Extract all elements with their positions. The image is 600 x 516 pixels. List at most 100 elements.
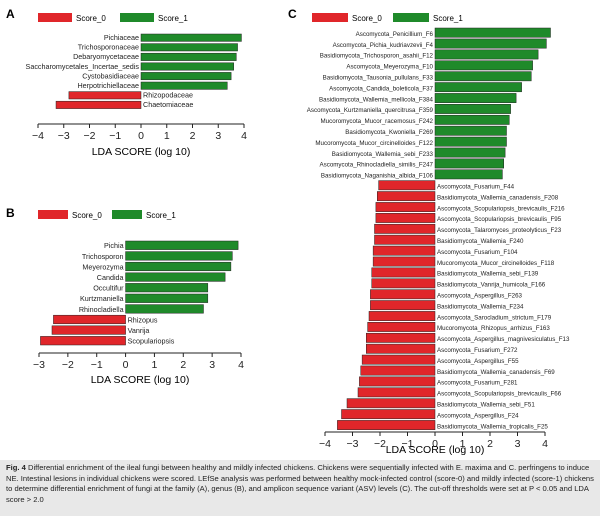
- panel-c-bar-label: Ascomycota_Meyerozyma_F10: [346, 64, 433, 71]
- panel-b-tick-label: 2: [180, 359, 186, 371]
- panel-b-bar-label: Occultifur: [93, 284, 124, 293]
- panel-b-bar: [125, 293, 209, 303]
- panel-c-tick-label: −3: [347, 438, 359, 450]
- panel-a-bar: [140, 72, 232, 81]
- panel-c-bar-label: Ascomycota_Sarocladium_strictum_F179: [437, 314, 552, 321]
- panel-c-tick-label: 2: [487, 438, 493, 450]
- panel-c-bar-label: Basidiomycota_Wallemia_tropicalis_F25: [437, 423, 548, 430]
- panel-b-letter: B: [6, 206, 15, 220]
- panel-c-tick-label: 3: [515, 438, 521, 450]
- panel-c-legend-score1-swatch: [393, 13, 429, 22]
- lefse-figure: A Score_0 Score_1 PichiaceaeTrichosporon…: [6, 7, 570, 456]
- panel-a-tick-label: 2: [190, 130, 196, 142]
- panel-a-bar-label: Pichiaceae: [104, 33, 139, 42]
- panel-b-x-axis: −3 −2 −1 0 1 2 3 4: [33, 352, 244, 371]
- panel-b-bar-label: Rhizopus: [128, 315, 158, 324]
- panel-c-bars: Ascomycota_Penicillium_F6 Ascomycota_Pich…: [307, 27, 570, 430]
- panel-c-bar-label: Ascomycota_Scopulariopsis_brevicaulis_F9…: [437, 216, 562, 223]
- panel-c-legend-score0-label: Score_0: [352, 14, 382, 23]
- panel-b-bar-label: Pichia: [104, 241, 124, 250]
- panel-c-bar-label: Ascomycota_Kurtzmaniella_quercitrusa_F35…: [307, 107, 434, 114]
- panel-c-bar-label: Basidiomycota_Wallemia_sebi_F51: [437, 402, 535, 409]
- panel-c-bar: [434, 27, 551, 38]
- panel-b-tick-label: 3: [209, 359, 215, 371]
- panel-c-bar-label: Mucoromycota_Mucor_circinelloides_F118: [437, 260, 555, 267]
- panel-c-bar: [377, 191, 436, 202]
- panel-a-legend-score0-swatch: [38, 13, 72, 22]
- panel-c-bar: [374, 234, 436, 245]
- panel-b-bar: [125, 283, 209, 293]
- panel-c-bar-label: Basidiomycota_Kwoniella_F269: [345, 129, 433, 136]
- panel-c-bar-label: Basidiomycota_Wallemia_sebi_F139: [437, 271, 539, 278]
- panel-b-bar-label: Candida: [97, 273, 124, 282]
- panel-a-bar-label: Saccharomycetales_Incertae_sedis: [26, 62, 140, 71]
- panel-c-bar-label: Basidiomycota_Vanrija_humicola_F166: [437, 282, 546, 289]
- panel-b-legend-score0-swatch: [38, 210, 68, 219]
- panel-a-tick-label: 1: [164, 130, 170, 142]
- panel-b-bar-label: Kurtzmaniella: [80, 294, 124, 303]
- panel-c-bar-label: Ascomycota_Fusarium_F281: [437, 380, 518, 387]
- panel-c-x-axis: −4 −3 −2 −1 0 1 2 3 4: [319, 431, 548, 450]
- panel-c-bar: [375, 213, 436, 223]
- panel-c-bar: [434, 71, 532, 82]
- panel-b-tick-label: −1: [91, 359, 103, 371]
- panel-c-bar: [337, 420, 436, 430]
- panel-a-tick-label: 3: [215, 130, 221, 142]
- panel-c-bar-label: Ascomycota_Scopulariopsis_brevicaulis_F6…: [437, 391, 562, 398]
- panel-b-bar: [125, 304, 204, 314]
- panel-b-tick-label: 1: [152, 359, 158, 371]
- panel-c-bar: [366, 332, 436, 343]
- panel-c-bar-label: Basidiomycota_Wallemia_canadensis_F69: [437, 369, 555, 376]
- panel-a-legend-score1-swatch: [120, 13, 154, 22]
- panel-c-bar: [372, 256, 436, 267]
- panel-a-bar: [140, 43, 238, 52]
- panel-c-bar: [434, 49, 539, 60]
- panel-c-asv-chart: C Score_0 Score_1 Ascomycota_Penicillium…: [288, 7, 570, 456]
- panel-c-x-axis-label: LDA SCORE (log 10): [386, 444, 485, 456]
- panel-a-tick-label: −4: [32, 130, 44, 142]
- panel-c-bar-label: Ascomycota_Aspergillus_F263: [437, 293, 523, 300]
- panel-c-bar: [434, 125, 507, 136]
- panel-c-bar: [434, 147, 506, 158]
- panel-b-tick-label: 0: [123, 359, 129, 371]
- panel-a-tick-label: −3: [58, 130, 70, 142]
- panel-c-bar: [359, 376, 436, 387]
- panel-b-bar: [40, 336, 126, 346]
- panel-c-bar-label: Ascomycota_Pichia_kudriavzevii_F4: [333, 42, 434, 49]
- panel-c-tick-label: −2: [374, 438, 386, 450]
- panel-c-tick-label: 0: [432, 438, 438, 450]
- panel-a-bars: PichiaceaeTrichosporonaceaeDebaryomyceta…: [26, 33, 242, 109]
- panel-b-tick-label: −3: [33, 359, 45, 371]
- panel-c-bar: [434, 114, 510, 125]
- panel-a-x-axis-label: LDA SCORE (log 10): [92, 146, 191, 158]
- panel-a-bar-label: Trichosporonaceae: [78, 43, 139, 52]
- panel-c-bar: [370, 300, 436, 311]
- panel-b-bar-label: Trichosporon: [82, 252, 124, 261]
- panel-a-bar: [55, 100, 142, 109]
- panel-c-tick-label: −4: [319, 438, 331, 450]
- panel-c-legend-score1-label: Score_1: [433, 14, 463, 23]
- panel-a-letter: A: [6, 7, 15, 21]
- panel-a-tick-label: −2: [84, 130, 96, 142]
- panel-c-bar: [434, 169, 503, 180]
- panel-c-bar-label: Ascomycota_Candida_boleticola_F37: [329, 85, 433, 92]
- panel-b-bar: [125, 251, 233, 261]
- panel-c-bar: [434, 104, 511, 114]
- panel-c-bar: [378, 180, 436, 191]
- panel-c-bar: [434, 93, 517, 103]
- panel-c-bar-label: Basidiomycota_Wallemia_F240: [437, 238, 524, 245]
- panel-b-bar: [125, 272, 226, 282]
- panel-c-bar: [346, 398, 436, 409]
- panel-c-tick-label: −1: [402, 438, 414, 450]
- panel-c-bar-label: Basidiomycota_Tausonia_pullulans_F33: [323, 75, 434, 82]
- panel-b-bar-label: Rhinocladiella: [79, 305, 124, 314]
- panel-c-bar: [341, 409, 436, 420]
- panel-c-bar-label: Mucoromycota_Mucor_racemosus_F242: [321, 118, 434, 125]
- figure-caption-label: Fig. 4: [6, 463, 26, 472]
- panel-b-bar-label: Meyerozyma: [82, 262, 123, 271]
- panel-a-tick-label: 4: [241, 130, 247, 142]
- panel-c-bar-label: Ascomycota_Fusarium_F272: [437, 347, 518, 354]
- panel-a-bar: [140, 81, 228, 90]
- panel-c-bar-label: Basidiomycota_Wallemia_mellicola_F384: [319, 96, 434, 103]
